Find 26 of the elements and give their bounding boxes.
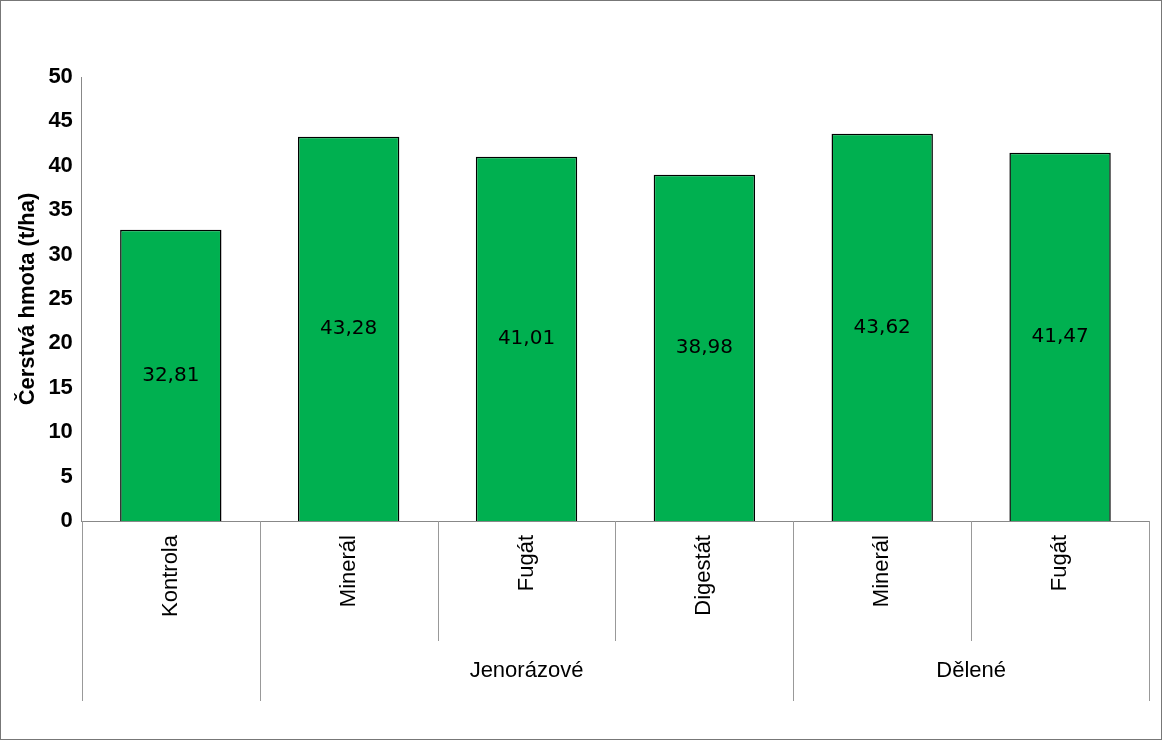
x-tick-label: Digestát [690,535,716,616]
text: Jenorázové [469,657,584,683]
data-label: 43,28 [320,315,378,340]
y-tick-label: 10 [48,418,73,444]
x-tick-label: Fugát [1046,535,1072,592]
y-tick-label: 45 [48,107,73,133]
y-tick-label: 0 [60,507,73,533]
data-label: 43,62 [853,313,911,338]
data-label: 41,47 [1031,323,1089,348]
data-label: 41,01 [497,325,556,350]
data-label: 38,98 [675,334,733,359]
y-tick-label: 20 [48,329,73,355]
x-tick-label: Fugát [512,535,538,592]
x-tick-label: Minerál [334,535,360,608]
y-tick-label: 50 [48,63,73,89]
y-tick-label: 30 [48,240,73,266]
text: Dělené [936,657,1006,683]
x-tick-label: Minerál [868,535,894,608]
y-tick-label: 40 [48,151,73,177]
x-tick-label: Kontrola [156,534,182,617]
y-tick-label: 25 [48,285,73,311]
y-tick-label: 15 [48,373,73,399]
data-label: 32,81 [142,361,200,386]
y-tick-label: 35 [48,196,73,222]
y-tick-label: 5 [60,462,73,488]
y-axis-title: Čerstvá hmota (t/ha) [14,192,40,406]
